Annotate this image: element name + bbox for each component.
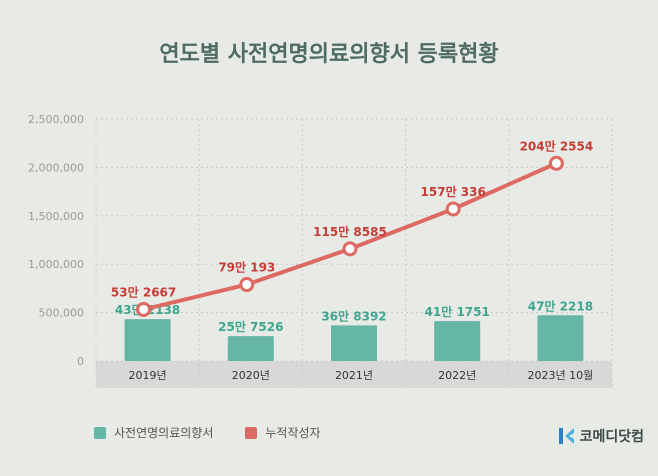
legend-swatch-line xyxy=(245,426,258,439)
legend: 사전연명의료의향서 누적작성자 xyxy=(94,424,321,441)
y-tick-label: 500,000 xyxy=(39,307,85,320)
bar-data-label: 41만 1751 xyxy=(425,304,490,319)
legend-label-bar: 사전연명의료의향서 xyxy=(114,426,214,440)
line-point xyxy=(342,241,358,257)
line-data-label: 115만 8585 xyxy=(313,224,387,239)
y-tick-label: 0 xyxy=(77,355,84,368)
brand-logo-icon xyxy=(558,428,574,444)
line-point xyxy=(136,301,152,317)
bar-data-label: 25만 7526 xyxy=(218,319,283,334)
bar xyxy=(434,321,481,361)
bar xyxy=(331,325,377,361)
brand-logo-text: 코메디닷컴 xyxy=(579,429,644,445)
y-tick-label: 1,000,000 xyxy=(28,258,84,271)
x-tick-label: 2021년 xyxy=(335,369,373,382)
line-data-label: 204만 2554 xyxy=(520,138,594,153)
bar xyxy=(537,315,584,361)
y-tick-label: 2,000,000 xyxy=(28,161,84,174)
bar xyxy=(227,336,274,361)
chart-title: 연도별 사전연명의료의향서 등록현황 xyxy=(159,42,499,67)
legend-item-bar: 사전연명의료의향서 xyxy=(94,424,213,441)
y-tick-label: 2,500,000 xyxy=(28,113,84,126)
line-data-label: 53만 2667 xyxy=(111,284,176,299)
x-axis-band xyxy=(96,361,612,388)
legend-item-line: 누적작성자 xyxy=(245,424,321,441)
line-point xyxy=(445,201,461,217)
line-data-label: 79만 193 xyxy=(218,260,275,275)
bar xyxy=(124,319,171,361)
x-tick-label: 2020년 xyxy=(232,369,270,382)
legend-swatch-bar xyxy=(94,426,106,439)
y-tick-label: 1,500,000 xyxy=(28,210,84,223)
line-data-label: 157만 336 xyxy=(421,184,486,199)
x-tick-label: 2019년 xyxy=(129,369,167,382)
bar-data-label: 47만 2218 xyxy=(528,298,593,313)
line-point xyxy=(548,155,564,171)
x-tick-label: 2023년 10월 xyxy=(528,369,594,382)
brand-logo: 코메디닷컴 xyxy=(558,426,644,446)
legend-label-line: 누적작성자 xyxy=(265,426,321,440)
bar-data-label: 36만 8392 xyxy=(321,308,386,323)
x-tick-label: 2022년 xyxy=(438,369,476,382)
chart: 0 500,000 1,000,000 1,500,000 2,000,000 2,500… xyxy=(28,113,613,388)
line-point xyxy=(239,277,255,293)
